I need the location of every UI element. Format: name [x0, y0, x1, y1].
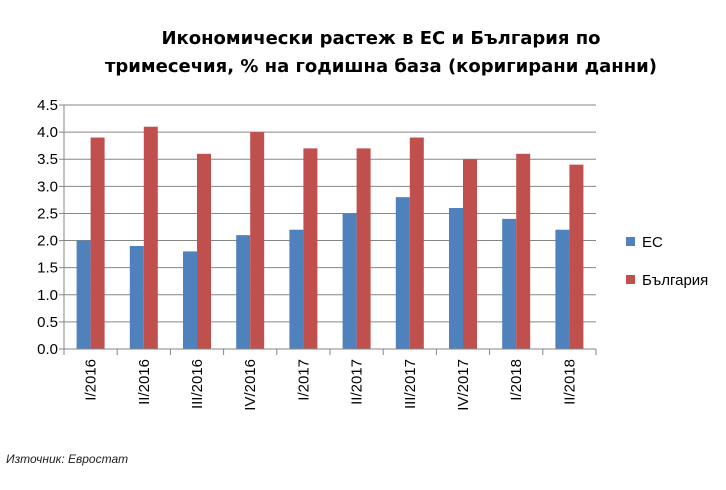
legend-swatch — [626, 275, 635, 284]
x-tick-label: I/2017 — [295, 359, 312, 401]
axes — [59, 104, 597, 355]
x-tick-label: III/2017 — [402, 359, 419, 409]
bar-eu — [236, 235, 251, 349]
y-tick-label: 2.5 — [37, 205, 58, 222]
x-tick-label: III/2016 — [189, 359, 206, 409]
y-tick-label: 4.0 — [37, 124, 58, 141]
x-tick-label: II/2017 — [349, 359, 366, 405]
bar-bulgaria — [303, 148, 318, 349]
bar-bulgaria — [143, 126, 158, 349]
bar-eu — [76, 240, 91, 349]
bar-eu — [555, 229, 570, 349]
x-tick-label: I/2016 — [83, 359, 100, 401]
y-tick-label: 0.5 — [37, 314, 58, 331]
x-tick-label: I/2018 — [508, 359, 525, 401]
bar-eu — [129, 245, 144, 349]
y-axis-tick-labels: 0.0 0.5 1.0 1.5 2.0 2.5 3.0 3.5 4.0 4.5 — [37, 97, 58, 358]
chart-title-line-1: Икономически растеж в ЕС и България по — [161, 28, 600, 49]
bar-bulgaria — [250, 132, 265, 349]
source-note: Източник: Евростат — [6, 452, 129, 466]
bar-eu — [395, 197, 410, 349]
legend-label: България — [642, 272, 708, 289]
legend-label: ЕС — [642, 234, 663, 251]
y-tick-label: 3.0 — [37, 178, 58, 195]
bar-bulgaria — [463, 159, 477, 349]
bar-eu — [183, 251, 197, 349]
bar-bulgaria — [409, 137, 424, 349]
x-tick-label: II/2016 — [136, 359, 153, 405]
x-tick-label: IV/2017 — [455, 359, 472, 411]
bars — [76, 126, 584, 349]
chart-title-line-2: тримесечия, % на годишна база (коригиран… — [105, 56, 657, 77]
bar-bulgaria — [197, 153, 211, 349]
bar-bulgaria — [356, 148, 371, 349]
y-tick-label: 1.0 — [37, 287, 58, 304]
bar-eu — [502, 218, 517, 349]
x-axis-tick-labels: I/2016 II/2016 III/2016 IV/2016 I/2017 II/201… — [83, 359, 579, 411]
y-tick-label: 1.5 — [37, 260, 58, 277]
bar-bulgaria — [90, 137, 105, 349]
bar-eu — [342, 213, 357, 349]
bar-bulgaria — [569, 164, 584, 349]
x-tick-label: II/2018 — [561, 359, 578, 405]
x-tick-label: IV/2016 — [242, 359, 259, 411]
legend: ЕС България — [626, 234, 708, 289]
y-tick-label: 0.0 — [37, 341, 58, 358]
y-tick-label: 2.0 — [37, 233, 58, 250]
y-tick-label: 3.5 — [37, 151, 58, 168]
bar-eu — [449, 208, 463, 349]
y-tick-label: 4.5 — [37, 97, 58, 114]
legend-swatch — [626, 237, 635, 246]
bar-eu — [289, 229, 304, 349]
bar-bulgaria — [516, 153, 531, 349]
